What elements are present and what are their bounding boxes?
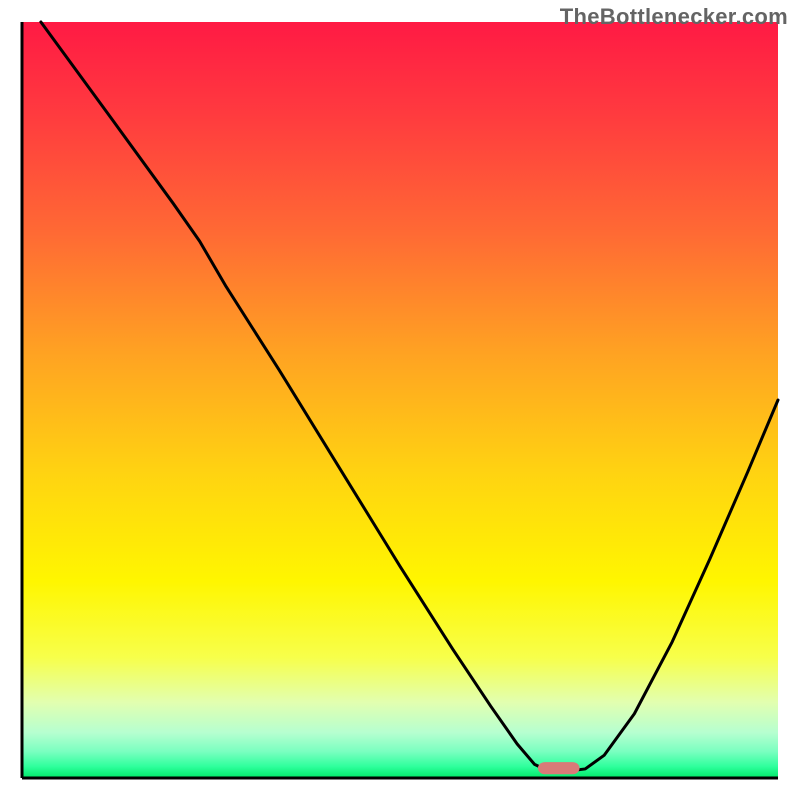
chart-container: TheBottlenecker.com	[0, 0, 800, 800]
optimal-marker	[538, 762, 580, 774]
plot-background	[22, 22, 778, 778]
bottleneck-chart	[0, 0, 800, 800]
watermark-text: TheBottlenecker.com	[560, 4, 788, 30]
